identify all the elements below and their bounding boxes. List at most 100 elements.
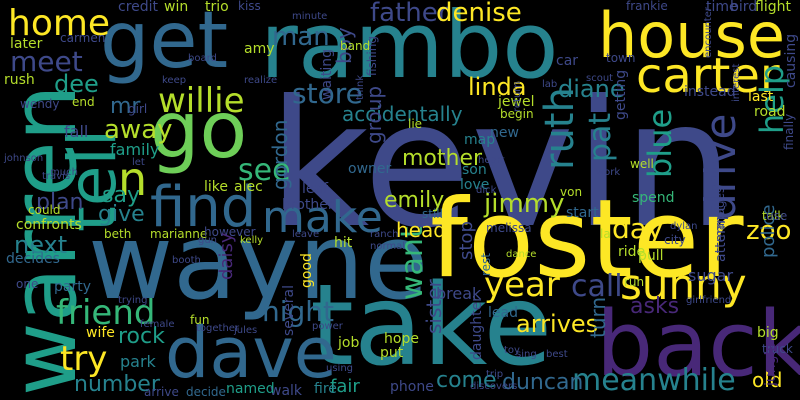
word-next: next	[14, 231, 68, 259]
word-friend: friend	[56, 293, 156, 333]
word-park: park	[120, 352, 156, 371]
word-confronts: confronts	[16, 217, 82, 233]
word-rock: rock	[118, 324, 165, 349]
word-dick: dick	[476, 185, 497, 196]
word-beth: beth	[104, 227, 132, 241]
word-job: job	[338, 335, 360, 351]
word-flight: flight	[755, 0, 791, 15]
word-alec: alec	[234, 179, 263, 195]
word-new: new	[490, 125, 519, 141]
word-brother: brother	[282, 197, 334, 213]
word-ranch: ranch	[370, 229, 399, 240]
word-toy: toy	[504, 345, 520, 356]
word-power: power	[312, 321, 343, 332]
word-leave: leave	[292, 229, 320, 240]
word-causing: causing	[783, 33, 799, 88]
word-jules: jules	[234, 325, 258, 336]
word-group: group	[362, 85, 386, 144]
word-work: work	[596, 167, 621, 178]
word-break: break	[436, 284, 482, 303]
word-think: think	[355, 74, 366, 100]
word-owner: owner	[348, 161, 392, 177]
word-kiss: kiss	[238, 0, 261, 13]
word-finally: finally	[782, 113, 796, 150]
word-zoo: zoo	[746, 216, 792, 246]
word-lead: lead	[488, 305, 518, 321]
word-lie: lie	[408, 117, 423, 131]
word-dance: dance	[506, 249, 537, 260]
word-amy: amy	[244, 41, 275, 57]
word-booth: booth	[172, 255, 201, 266]
word-realize: realize	[244, 75, 278, 86]
word-fun: fun	[190, 313, 210, 327]
word-store: store	[292, 77, 363, 110]
word-take: take	[310, 261, 553, 391]
word-fishing: fishing	[365, 36, 379, 76]
word-several: several	[281, 284, 297, 336]
word-stop: stop	[456, 221, 477, 260]
word-return: return	[512, 81, 523, 112]
word-start: start	[566, 205, 599, 221]
word-big: big	[757, 325, 779, 341]
word-kelly: kelly	[240, 235, 264, 246]
word-car: car	[556, 53, 579, 69]
word-see: see	[238, 153, 291, 188]
word-wayne: wayne	[88, 201, 429, 323]
word-ride: ride	[618, 244, 646, 260]
word-truck: truck	[762, 342, 793, 356]
word-still: still	[422, 207, 443, 221]
word-board: board	[188, 53, 217, 64]
word-get: get	[100, 0, 229, 86]
word-scout: scout	[586, 73, 614, 84]
word-von: von	[560, 185, 583, 199]
word-old: old	[752, 368, 783, 392]
word-together: together	[196, 323, 240, 334]
word-meanwhile: meanwhile	[572, 363, 736, 398]
word-waiting: waiting	[319, 48, 335, 100]
word-win: win	[164, 0, 189, 15]
word-year: year	[484, 265, 560, 305]
word-hope: hope	[384, 331, 419, 347]
word-wendy: wendy	[20, 97, 60, 111]
word-make: make	[262, 192, 383, 243]
word-interest: interest	[731, 63, 742, 102]
word-later: later	[10, 36, 43, 52]
word-decide: decide	[186, 385, 226, 399]
word-party: party	[54, 279, 91, 295]
word-plan: plan	[36, 190, 84, 215]
word-talk: talk	[762, 209, 785, 223]
word-johnson: johnson	[4, 153, 44, 164]
word-run: run	[624, 275, 645, 289]
word-n: n	[118, 152, 148, 206]
word-diane: diane	[558, 75, 625, 103]
word-house: house	[598, 0, 785, 72]
word-manages: manages	[713, 186, 727, 242]
word-accidentally: accidentally	[342, 102, 463, 126]
word-credit: credit	[118, 0, 159, 15]
word-kevin: kevin	[268, 64, 734, 267]
word-frankie: frankie	[626, 0, 668, 13]
word-pat: pat	[583, 112, 618, 162]
word-emily: emily	[384, 188, 445, 213]
word-bird: bird	[730, 0, 758, 15]
word-say: say	[102, 183, 140, 208]
word-heart: heart	[478, 155, 505, 166]
word-keep: keep	[162, 75, 187, 86]
word-sunny: sunny	[620, 260, 747, 309]
word-band: band	[340, 39, 371, 53]
word-daisy: daisy	[216, 232, 237, 281]
word-mother: mother	[402, 146, 483, 171]
word-put: put	[380, 345, 404, 361]
word-duncan: duncan	[502, 370, 584, 395]
word-night: night	[262, 295, 335, 328]
word-meet: meet	[10, 45, 83, 78]
word-end: end	[72, 95, 95, 109]
word-normal: normal	[370, 241, 406, 252]
word-encounter: encounter	[703, 7, 714, 58]
word-rambo: rambo	[260, 0, 559, 99]
word-fall: fall	[64, 122, 89, 141]
word-wife: wife	[86, 325, 115, 341]
word-man: man	[272, 22, 330, 52]
word-find: find	[150, 175, 257, 240]
word-walk: walk	[270, 383, 303, 399]
